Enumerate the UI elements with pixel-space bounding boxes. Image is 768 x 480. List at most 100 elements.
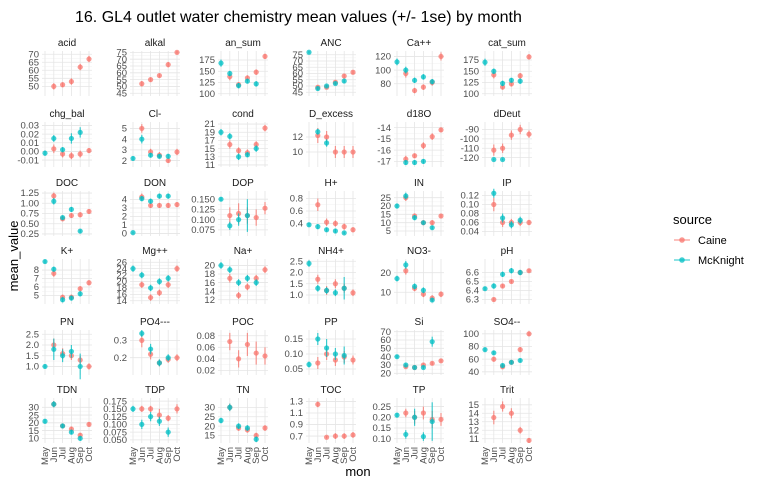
y-tick-label: -0.01 bbox=[17, 155, 39, 166]
data-point bbox=[403, 268, 409, 274]
facet-strip-label: TOC bbox=[321, 385, 342, 396]
data-point bbox=[306, 361, 312, 368]
y-tick-label: 65 bbox=[116, 61, 127, 72]
data-point bbox=[218, 262, 224, 269]
facet-panel-poc: POC 0.020.040.060.08 bbox=[197, 317, 268, 377]
y-tick-label: 6.3 bbox=[466, 295, 479, 306]
data-point bbox=[420, 84, 426, 90]
y-tick-label: 60 bbox=[28, 65, 39, 76]
data-point bbox=[332, 80, 338, 87]
data-point bbox=[412, 364, 418, 371]
data-point bbox=[227, 275, 233, 281]
y-tick-label: 50 bbox=[28, 82, 39, 93]
data-point bbox=[403, 67, 409, 73]
data-point bbox=[174, 201, 180, 208]
data-point bbox=[500, 156, 506, 163]
y-tick-label: 100 bbox=[463, 329, 479, 340]
y-tick-label: 1.0 bbox=[26, 362, 39, 373]
data-point bbox=[341, 73, 347, 79]
y-tick-label: 120 bbox=[375, 52, 391, 63]
data-point bbox=[148, 346, 154, 352]
y-tick-label: 1.3 bbox=[290, 397, 303, 408]
y-tick-label: 18 bbox=[116, 283, 127, 294]
data-point bbox=[253, 81, 259, 87]
y-tick-label: 0.075 bbox=[103, 427, 127, 438]
y-tick-label: 0.3 bbox=[114, 336, 127, 347]
data-point bbox=[156, 412, 162, 418]
data-point bbox=[412, 87, 418, 94]
data-point bbox=[350, 357, 356, 363]
data-point bbox=[218, 60, 224, 66]
data-point bbox=[403, 159, 409, 166]
data-point bbox=[315, 85, 321, 92]
y-tick-label: 15 bbox=[468, 400, 479, 411]
data-point bbox=[236, 154, 242, 160]
data-point bbox=[236, 83, 242, 89]
data-point bbox=[77, 435, 83, 441]
y-tick-label: 70 bbox=[28, 49, 39, 60]
data-point bbox=[51, 270, 57, 277]
data-point bbox=[420, 220, 426, 226]
x-tick-label: Aug bbox=[242, 447, 253, 464]
data-point bbox=[517, 269, 523, 276]
data-point bbox=[51, 401, 57, 407]
data-point bbox=[420, 291, 426, 297]
data-point bbox=[491, 414, 497, 421]
y-tick-label: 60 bbox=[292, 69, 303, 80]
data-point bbox=[139, 421, 145, 427]
y-tick-label: 70 bbox=[292, 56, 303, 67]
y-tick-label: 1 bbox=[122, 220, 127, 231]
facet-strip-label: chg_bal bbox=[49, 109, 84, 120]
data-point bbox=[148, 198, 154, 204]
data-point bbox=[332, 290, 338, 296]
x-tick-label: Sep bbox=[163, 447, 174, 464]
data-point bbox=[236, 356, 242, 362]
y-tick-label: 10 bbox=[292, 147, 303, 158]
y-tick-label: 20 bbox=[204, 421, 215, 432]
data-point bbox=[148, 152, 154, 158]
data-point bbox=[86, 208, 92, 215]
y-tick-label: 7 bbox=[34, 274, 39, 285]
data-point bbox=[350, 149, 356, 155]
facet-panel-ip: IP 0.040.060.080.100.12 bbox=[461, 178, 532, 238]
facet-strip-label: ANC bbox=[320, 38, 341, 49]
y-tick-label: 6.6 bbox=[466, 268, 479, 279]
y-tick-label: 0.75 bbox=[21, 209, 40, 220]
data-point bbox=[500, 145, 506, 151]
data-point bbox=[86, 363, 92, 370]
y-tick-label: 75 bbox=[292, 50, 303, 61]
facet-strip-label: pH bbox=[501, 246, 514, 257]
y-tick-label: 17 bbox=[204, 136, 215, 147]
data-point bbox=[526, 268, 532, 274]
y-tick-label: 3 bbox=[122, 203, 127, 214]
data-point bbox=[227, 141, 233, 148]
y-tick-label: 60 bbox=[116, 68, 127, 79]
data-point bbox=[139, 136, 145, 142]
x-tick-label: Aug bbox=[506, 447, 517, 464]
data-point bbox=[227, 338, 233, 345]
data-point bbox=[429, 134, 435, 140]
data-point bbox=[174, 266, 180, 272]
data-point bbox=[86, 280, 92, 286]
facet-strip-label: TP bbox=[413, 385, 426, 396]
data-point bbox=[438, 127, 444, 133]
y-tick-label: 0.100 bbox=[103, 420, 127, 431]
data-point bbox=[412, 283, 418, 289]
data-point bbox=[482, 347, 488, 353]
data-point bbox=[508, 410, 514, 416]
data-point bbox=[517, 347, 523, 353]
y-tick-label: 30 bbox=[380, 360, 391, 371]
y-tick-label: 0.15 bbox=[373, 423, 392, 434]
y-tick-label: 14 bbox=[116, 296, 127, 307]
facet-strip-label: PO4--- bbox=[140, 317, 170, 328]
x-tick-label: Sep bbox=[515, 447, 526, 464]
y-tick-label: 0.100 bbox=[191, 215, 215, 226]
y-tick-label: 21 bbox=[204, 119, 215, 130]
data-point bbox=[324, 434, 330, 440]
facet-strip-label: DOC bbox=[56, 178, 78, 189]
data-point bbox=[77, 228, 83, 234]
data-point bbox=[412, 77, 418, 83]
